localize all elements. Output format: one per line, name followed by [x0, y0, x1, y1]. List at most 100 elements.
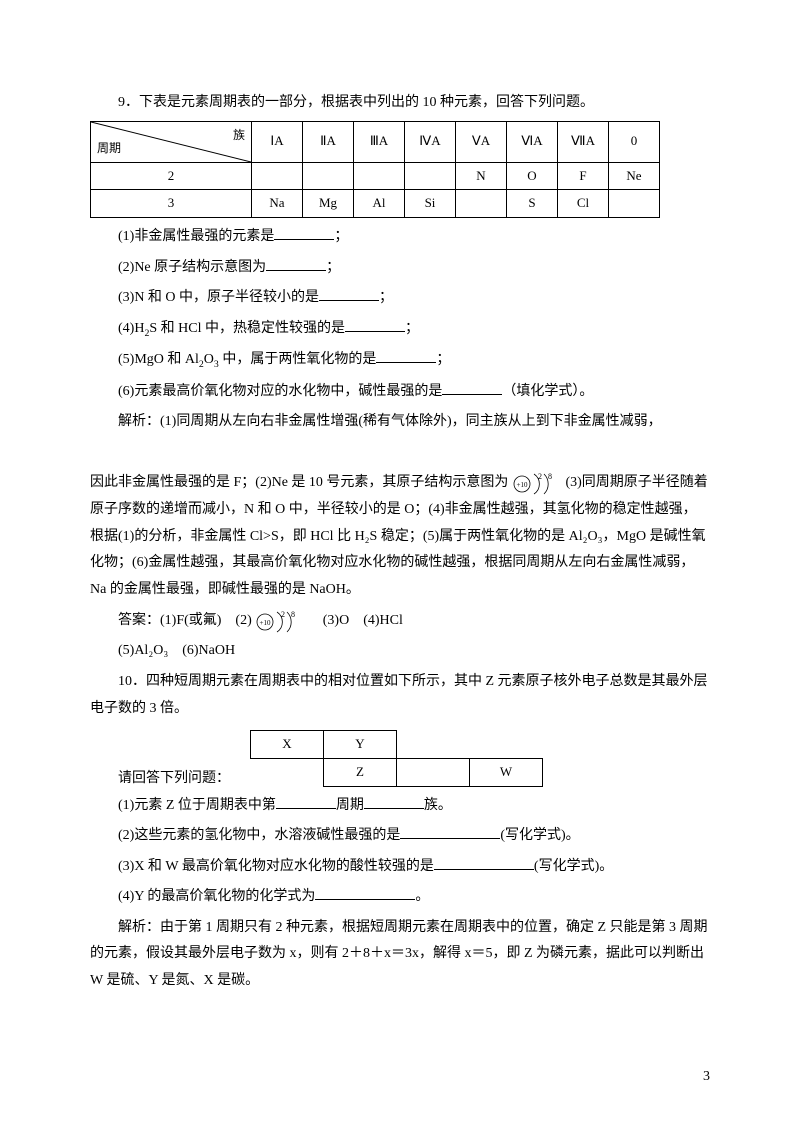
text: (2)Ne 原子结构示意图为: [118, 260, 266, 275]
cell: Mg: [303, 190, 354, 218]
blank: [400, 824, 500, 839]
q9-sub3: (3)N 和 O 中，原子半径较小的是 ；: [90, 285, 710, 312]
blank-line: [90, 440, 710, 467]
cell: [354, 162, 405, 190]
period-label: 3: [91, 190, 252, 218]
blank: [364, 794, 424, 809]
periodic-table: 族 周期 ⅠA ⅡA ⅢA ⅣA ⅤA ⅥA ⅦA 0 2 N O F Ne 3: [90, 121, 660, 218]
shell1: 2: [538, 472, 542, 481]
q10-lead: 请回答下列问题：: [90, 766, 230, 793]
svg-text:2: 2: [281, 610, 285, 619]
diag-top-label: 族: [233, 124, 245, 147]
cell: [456, 190, 507, 218]
cell: [609, 190, 660, 218]
group-col: ⅤA: [456, 121, 507, 162]
text: (1)非金属性最强的元素是: [118, 229, 274, 244]
q10-sub1: (1)元素 Z 位于周期表中第 周期 族。: [90, 793, 710, 820]
q9-sub2: (2)Ne 原子结构示意图为 ；: [90, 255, 710, 282]
cell: Y: [324, 731, 397, 759]
diag-bot-label: 周期: [97, 137, 121, 160]
group-col: ⅡA: [303, 121, 354, 162]
text: ；: [379, 290, 393, 305]
text: 中，属于两性氧化物的是: [219, 352, 377, 367]
cell: O: [507, 162, 558, 190]
label: 答案：: [118, 613, 160, 628]
q9-sub4: (4)H2S 和 HCl 中，热稳定性较强的是；: [90, 316, 710, 343]
q9-sub1: (1)非金属性最强的元素是 ；: [90, 224, 710, 251]
text: (3)X 和 W 最高价氧化物对应水化物的酸性较强的是: [118, 859, 434, 874]
group-col: 0: [609, 121, 660, 162]
text: (3)N 和 O 中，原子半径较小的是: [118, 290, 319, 305]
text: (5)MgO 和 Al: [118, 352, 199, 367]
atom-diagram-icon: +10 2 8: [512, 470, 562, 496]
text: 因此非金属性最强的是 F；(2)Ne 是 10 号元素，其原子结构示意图为: [90, 476, 508, 491]
shell2: 8: [548, 472, 552, 481]
text: 由于第 1 周期只有 2 种元素，根据短周期元素在周期表中的位置，确定 Z 只能…: [90, 920, 708, 988]
text: (写化学式)。: [500, 828, 579, 843]
label: 解析：: [118, 920, 160, 935]
blank: [345, 317, 405, 332]
q9-sub5: (5)MgO 和 Al2O3 中，属于两性氧化物的是；: [90, 347, 710, 374]
text: (3)O (4)HCl: [309, 613, 403, 628]
group-col: ⅢA: [354, 121, 405, 162]
blank: [442, 380, 502, 395]
group-col: ⅥA: [507, 121, 558, 162]
text: (1)F(或氟) (2): [160, 613, 252, 628]
cell: Al: [354, 190, 405, 218]
cell: F: [558, 162, 609, 190]
text: S 和 HCl 中，热稳定性较强的是: [149, 321, 345, 336]
svg-text:+10: +10: [260, 619, 271, 627]
text: (2)这些元素的氢化物中，水溶液碱性最强的是: [118, 828, 400, 843]
blank: [376, 348, 436, 363]
q10-analysis: 解析：由于第 1 周期只有 2 种元素，根据短周期元素在周期表中的位置，确定 Z…: [90, 915, 710, 995]
q10-inner-table: X Y Z W: [250, 730, 543, 786]
q10-sub3: (3)X 和 W 最高价氧化物对应水化物的酸性较强的是 (写化学式)。: [90, 854, 710, 881]
cell: [397, 758, 470, 786]
page-number: 3: [703, 1064, 710, 1091]
text: (4)Y 的最高价氧化物的化学式为: [118, 889, 315, 904]
cell: Na: [252, 190, 303, 218]
cell: [252, 162, 303, 190]
cell: [251, 758, 324, 786]
cell: Z: [324, 758, 397, 786]
blank: [315, 885, 415, 900]
blank: [274, 225, 334, 240]
atom-core: +10: [516, 481, 527, 489]
q9-answer-line2: (5)Al₂O₃ (6)NaOH: [90, 638, 710, 665]
atom-diagram-icon: +10 2 8: [255, 608, 305, 634]
blank: [266, 256, 326, 271]
label: 解析：: [118, 414, 160, 429]
q9-answer-line1: 答案：(1)F(或氟) (2) +10 2 8 (3)O (4)HCl: [90, 608, 710, 635]
period-label: 2: [91, 162, 252, 190]
row-header-diag: 族 周期: [91, 121, 252, 162]
text: ；: [334, 229, 348, 244]
text: (写化学式)。: [534, 859, 613, 874]
cell: X: [251, 731, 324, 759]
cell: S: [507, 190, 558, 218]
cell: Si: [405, 190, 456, 218]
text: (6)元素最高价氧化物对应的水化物中，碱性最强的是: [118, 384, 442, 399]
cell: W: [470, 758, 543, 786]
blank: [319, 286, 379, 301]
group-col: ⅠA: [252, 121, 303, 162]
q9-sub6: (6)元素最高价氧化物对应的水化物中，碱性最强的是 （填化学式）。: [90, 379, 710, 406]
cell: Cl: [558, 190, 609, 218]
blank: [434, 855, 534, 870]
text: (3)同周期原子半径随着原子序数的递增而减小，N 和 O 中，半径较小的是 O；…: [90, 476, 708, 597]
cell: [397, 731, 470, 759]
text: （填化学式）。: [502, 384, 593, 399]
text: 周期: [336, 798, 364, 813]
text: 族。: [424, 798, 452, 813]
q10-stem: 10．四种短周期元素在周期表中的相对位置如下所示，其中 Z 元素原子核外电子总数…: [90, 669, 710, 722]
text: ；: [405, 321, 419, 336]
q9-analysis-body: 因此非金属性最强的是 F；(2)Ne 是 10 号元素，其原子结构示意图为 +1…: [90, 470, 710, 603]
cell: [405, 162, 456, 190]
group-col: ⅣA: [405, 121, 456, 162]
text: ；: [326, 260, 340, 275]
text: (1)元素 Z 位于周期表中第: [118, 798, 276, 813]
blank: [276, 794, 336, 809]
text: 。: [415, 889, 429, 904]
svg-text:8: 8: [291, 610, 295, 619]
cell: Ne: [609, 162, 660, 190]
q9-stem: 9．下表是元素周期表的一部分，根据表中列出的 10 种元素，回答下列问题。: [90, 90, 710, 117]
